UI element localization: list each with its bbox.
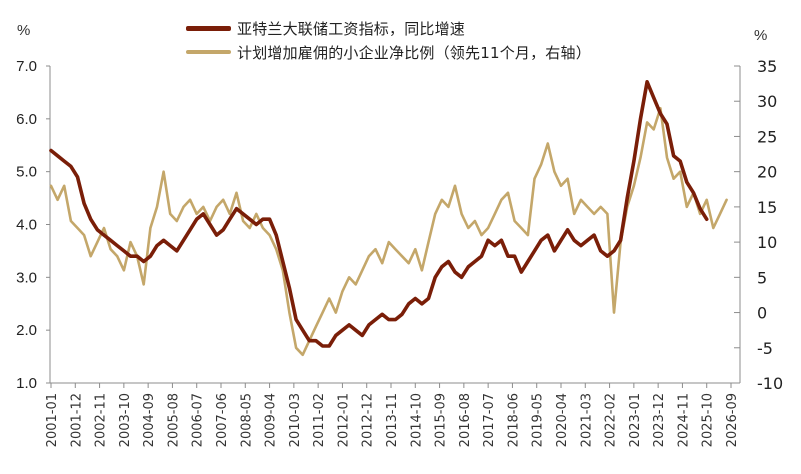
- x-tick-label: 2006-07: [191, 393, 206, 447]
- x-tick-label: 2013-11: [385, 393, 400, 447]
- x-tick-label: 2001-12: [69, 393, 84, 447]
- legend-label-wage: 亚特兰大联储工资指标，同比增速: [237, 19, 466, 38]
- x-tick-label: 2003-10: [118, 393, 133, 447]
- x-tick-label: 2008-05: [239, 393, 254, 447]
- x-tick-label: 2024-11: [676, 393, 691, 447]
- x-tick-label: 2002-11: [94, 393, 109, 447]
- x-tick-label: 2009-04: [264, 393, 279, 447]
- legend-swatch-wage: [186, 25, 231, 31]
- right-tick-label: 20: [757, 163, 777, 182]
- right-tick-label: 0: [757, 304, 767, 323]
- x-tick-label: 2011-02: [312, 393, 327, 447]
- legend-swatch-hiring: [186, 50, 231, 54]
- right-tick-label: 25: [757, 127, 777, 146]
- x-tick-label: 2016-08: [458, 393, 473, 447]
- x-tick-label: 2025-10: [701, 393, 716, 447]
- legend-item-hiring: 计划增加雇佣的小企业净比例（领先11个月，右轴）: [186, 40, 591, 64]
- right-tick-label: 10: [757, 233, 777, 252]
- left-tick-label: 2.0: [16, 322, 37, 339]
- right-tick-label: -5: [757, 339, 773, 358]
- right-tick-label: 30: [757, 92, 777, 111]
- x-tick-label: 2020-04: [555, 393, 570, 447]
- x-tick-label: 2004-09: [142, 393, 157, 447]
- x-tick-label: 2018-06: [506, 393, 521, 447]
- left-tick-label: 7.0: [16, 58, 37, 75]
- left-tick-label: 3.0: [16, 269, 37, 286]
- left-tick-label: 4.0: [16, 217, 37, 234]
- x-tick-label: 2007-06: [215, 393, 230, 447]
- x-tick-label: 2021-03: [579, 393, 594, 447]
- axes: 7.0 6.0 5.0 4.0 3.0 2.0 1.0 35 30 25 20 15 10 5 0 -5 -10…: [16, 57, 783, 447]
- series-lines: [49, 80, 728, 357]
- left-tick-label: 6.0: [16, 111, 37, 128]
- left-axis-unit: %: [17, 22, 31, 39]
- x-tick-label: 2019-05: [531, 393, 546, 447]
- right-tick-label: -10: [757, 374, 783, 393]
- legend-item-wage: 亚特兰大联储工资指标，同比增速: [186, 16, 591, 40]
- x-tick-label: 2012-12: [361, 393, 376, 447]
- x-tick-label: 2023-01: [628, 393, 643, 447]
- right-axis-unit: %: [754, 27, 768, 44]
- right-tick-label: 35: [757, 57, 777, 76]
- hiring-plans-line: [49, 107, 728, 357]
- x-tick-label: 2001-01: [45, 393, 60, 447]
- x-tick-label: 2010-03: [288, 393, 303, 447]
- x-tick-label: 2026-09: [725, 393, 740, 447]
- right-tick-label: 5: [757, 268, 767, 287]
- x-tick-label: 2023-12: [652, 393, 667, 447]
- left-tick-label: 5.0: [16, 164, 37, 181]
- left-tick-label: 1.0: [16, 375, 37, 392]
- wage-growth-line: [49, 80, 709, 348]
- x-tick-label: 2015-09: [434, 393, 449, 447]
- x-tick-label: 2014-10: [409, 393, 424, 447]
- x-tick-label: 2012-01: [336, 393, 351, 447]
- x-tick-label: 2005-08: [166, 393, 181, 447]
- right-tick-label: 15: [757, 198, 777, 217]
- legend: 亚特兰大联储工资指标，同比增速 计划增加雇佣的小企业净比例（领先11个月，右轴）: [186, 16, 591, 64]
- x-tick-label: 2022-02: [604, 393, 619, 447]
- x-tick-label: 2017-07: [482, 393, 497, 447]
- legend-label-hiring: 计划增加雇佣的小企业净比例（领先11个月，右轴）: [237, 43, 591, 62]
